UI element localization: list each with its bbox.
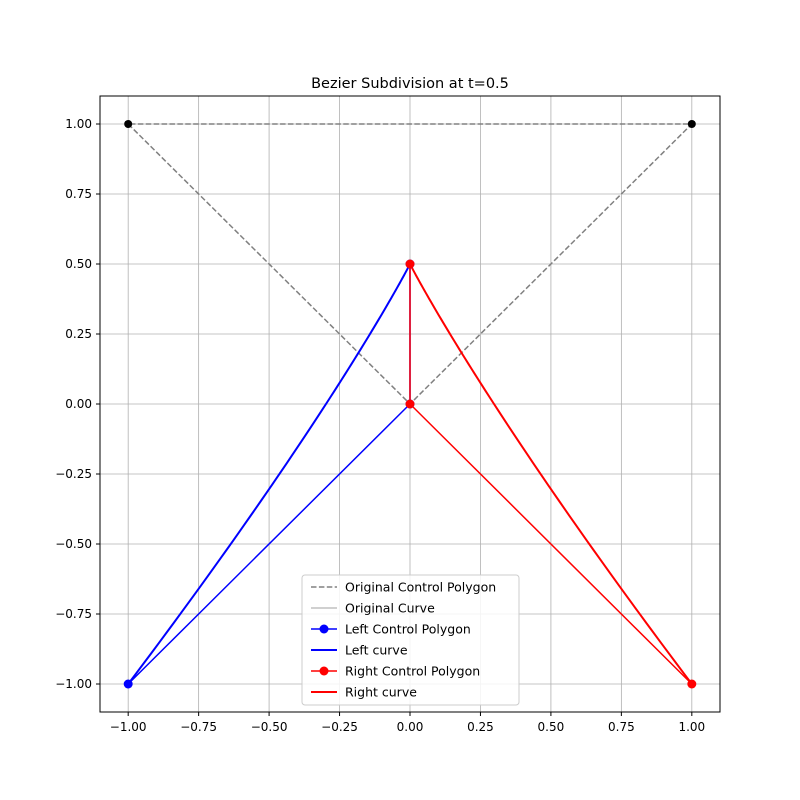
y-tick-label: 0.75 bbox=[65, 187, 92, 201]
y-tick-label: 1.00 bbox=[65, 117, 92, 131]
legend-label: Right Control Polygon bbox=[345, 664, 480, 679]
legend-label: Left Control Polygon bbox=[345, 622, 471, 637]
right-control-point bbox=[405, 259, 415, 269]
legend-label: Left curve bbox=[345, 643, 408, 658]
y-tick-label: −0.25 bbox=[55, 467, 92, 481]
grid bbox=[100, 96, 720, 712]
left-curve-line bbox=[127, 263, 411, 685]
x-tick-label: 0.75 bbox=[608, 720, 635, 734]
x-tick-label: 1.00 bbox=[678, 720, 705, 734]
legend-box bbox=[301, 574, 520, 706]
legend-label: Original Curve bbox=[345, 601, 435, 616]
y-tick-label: −1.00 bbox=[55, 677, 92, 691]
axes: −1.00 −0.75 −0.50 −0.25 0.00 0.25 0.50 0.75 1.00… bbox=[55, 117, 705, 734]
y-tick-label: 0.50 bbox=[65, 257, 92, 271]
y-tick-label: −0.50 bbox=[55, 537, 92, 551]
series-layer bbox=[123, 120, 697, 689]
right-curve-line bbox=[409, 263, 693, 685]
left-control-point bbox=[123, 679, 133, 689]
x-tick-label: −0.75 bbox=[180, 720, 217, 734]
x-tick-label: 0.25 bbox=[467, 720, 494, 734]
y-tick-label: −0.75 bbox=[55, 607, 92, 621]
original-control-point bbox=[687, 120, 696, 128]
legend-marker bbox=[319, 624, 329, 634]
right-control-point bbox=[405, 399, 415, 409]
original-control-point bbox=[124, 120, 133, 128]
x-tick-label: −1.00 bbox=[110, 720, 147, 734]
legend-marker bbox=[319, 666, 329, 676]
right-control-point bbox=[687, 679, 697, 689]
x-tick-label: −0.25 bbox=[321, 720, 358, 734]
x-tick-label: −0.50 bbox=[251, 720, 288, 734]
legend: Original Control Polygon Original Curve Le… bbox=[301, 574, 520, 706]
y-tick-label: 0.00 bbox=[65, 397, 92, 411]
x-tick-label: 0.00 bbox=[397, 720, 424, 734]
x-tick-label: 0.50 bbox=[538, 720, 565, 734]
original-control-polygon-line bbox=[127, 123, 694, 406]
chart-title: Bezier Subdivision at t=0.5 bbox=[311, 76, 509, 92]
legend-label: Right curve bbox=[345, 685, 417, 700]
legend-label: Original Control Polygon bbox=[345, 580, 496, 595]
y-tick-label: 0.25 bbox=[65, 327, 92, 341]
